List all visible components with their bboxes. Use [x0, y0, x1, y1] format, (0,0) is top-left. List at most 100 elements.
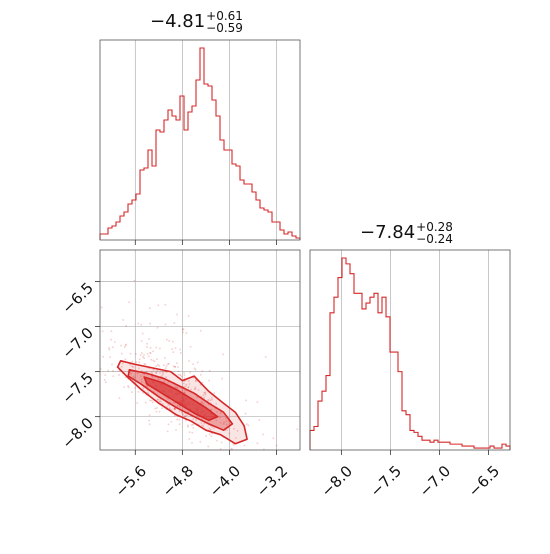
- scatter-point: [187, 424, 189, 427]
- scatter-point: [132, 366, 135, 368]
- scatter-point: [163, 454, 165, 456]
- scatter-point: [146, 373, 149, 376]
- scatter-point: [256, 442, 259, 444]
- scatter-point: [141, 381, 143, 383]
- scatter-point: [203, 392, 205, 394]
- scatter-point: [148, 423, 151, 426]
- scatter-point: [233, 427, 235, 430]
- scatter-point: [192, 418, 194, 420]
- scatter-point: [152, 350, 154, 353]
- scatter-point: [149, 307, 151, 309]
- scatter-point: [207, 424, 210, 426]
- scatter-point: [174, 366, 176, 368]
- hist2-xaxis-label-0: −8.0: [318, 462, 356, 500]
- scatter-point: [201, 370, 204, 372]
- scatter-point: [133, 377, 135, 380]
- scatter-point: [159, 371, 161, 374]
- scatter-point: [135, 361, 137, 364]
- scatter-point: [157, 378, 159, 381]
- scatter-point: [92, 371, 94, 373]
- title-bottom-right: −7.84 +0.28 −0.24: [360, 221, 453, 245]
- joint-frame: [99, 249, 301, 451]
- scatter-point: [203, 422, 206, 425]
- scatter-point: [188, 383, 191, 385]
- scatter-point: [143, 354, 145, 356]
- scatter-point: [114, 341, 116, 343]
- scatter-point: [152, 376, 154, 378]
- scatter-point: [216, 411, 218, 413]
- scatter-point: [124, 358, 127, 361]
- scatter-point: [148, 414, 151, 416]
- joint-xaxis-label-2: −4.0: [206, 462, 244, 500]
- scatter-point: [183, 392, 185, 394]
- scatter-point: [199, 330, 202, 332]
- scatter-point: [205, 435, 207, 437]
- scatter-point: [182, 328, 185, 330]
- title-top-left-plus: +0.61: [206, 9, 243, 23]
- scatter-point: [164, 303, 167, 306]
- joint-xaxis-label-0: −5.6: [112, 462, 150, 500]
- scatter-point: [189, 346, 192, 348]
- scatter-point: [201, 401, 203, 403]
- scatter-point: [149, 352, 152, 355]
- scatter-point: [194, 380, 197, 382]
- scatter-point: [174, 387, 177, 389]
- scatter-point: [178, 423, 181, 425]
- scatter-point: [219, 412, 222, 415]
- scatter-point: [213, 427, 215, 430]
- scatter-point: [143, 363, 146, 365]
- scatter-point: [167, 381, 169, 384]
- scatter-point: [129, 371, 132, 374]
- scatter-point: [168, 363, 170, 365]
- scatter-point: [201, 402, 203, 405]
- scatter-point: [191, 442, 193, 444]
- scatter-point: [144, 401, 147, 404]
- scatter-point: [152, 369, 155, 371]
- scatter-point: [183, 415, 186, 417]
- scatter-point: [174, 347, 177, 349]
- scatter-point: [156, 369, 159, 372]
- scatter-point: [174, 385, 177, 388]
- scatter-point: [112, 375, 115, 377]
- scatter-point: [143, 373, 146, 376]
- scatter-point: [215, 419, 218, 422]
- scatter-point: [174, 408, 176, 411]
- scatter-point: [167, 423, 170, 426]
- scatter-point: [174, 366, 176, 368]
- scatter-point: [158, 378, 161, 381]
- scatter-point: [181, 411, 183, 414]
- scatter-point: [163, 364, 165, 366]
- scatter-point: [224, 429, 226, 432]
- scatter-point: [128, 301, 130, 303]
- title-top-left: −4.81 +0.61 −0.59: [150, 10, 243, 34]
- scatter-point: [167, 403, 169, 405]
- scatter-point: [131, 365, 133, 368]
- scatter-point: [172, 365, 175, 367]
- scatter-point: [188, 431, 191, 433]
- scatter-point: [187, 315, 190, 317]
- scatter-point: [222, 423, 225, 425]
- scatter-point: [201, 381, 204, 384]
- scatter-point: [209, 428, 212, 431]
- scatter-point: [173, 408, 175, 410]
- scatter-point: [193, 367, 196, 370]
- hist1-steps: [99, 47, 301, 240]
- scatter-point: [141, 378, 143, 381]
- scatter-point: [142, 372, 144, 375]
- scatter-point: [225, 420, 228, 422]
- scatter-point: [103, 379, 106, 381]
- scatter-point: [213, 392, 216, 394]
- scatter-point: [129, 364, 131, 366]
- scatter-point: [191, 431, 194, 434]
- scatter-point: [151, 375, 153, 377]
- scatter-point: [176, 362, 178, 364]
- scatter-point: [161, 407, 164, 409]
- scatter-point: [170, 409, 173, 411]
- scatter-point: [219, 448, 222, 450]
- scatter-point: [157, 363, 159, 366]
- scatter-point: [166, 338, 168, 341]
- scatter-point: [151, 373, 153, 375]
- scatter-point: [262, 433, 264, 436]
- scatter-point: [144, 382, 147, 385]
- scatter-point: [185, 383, 188, 386]
